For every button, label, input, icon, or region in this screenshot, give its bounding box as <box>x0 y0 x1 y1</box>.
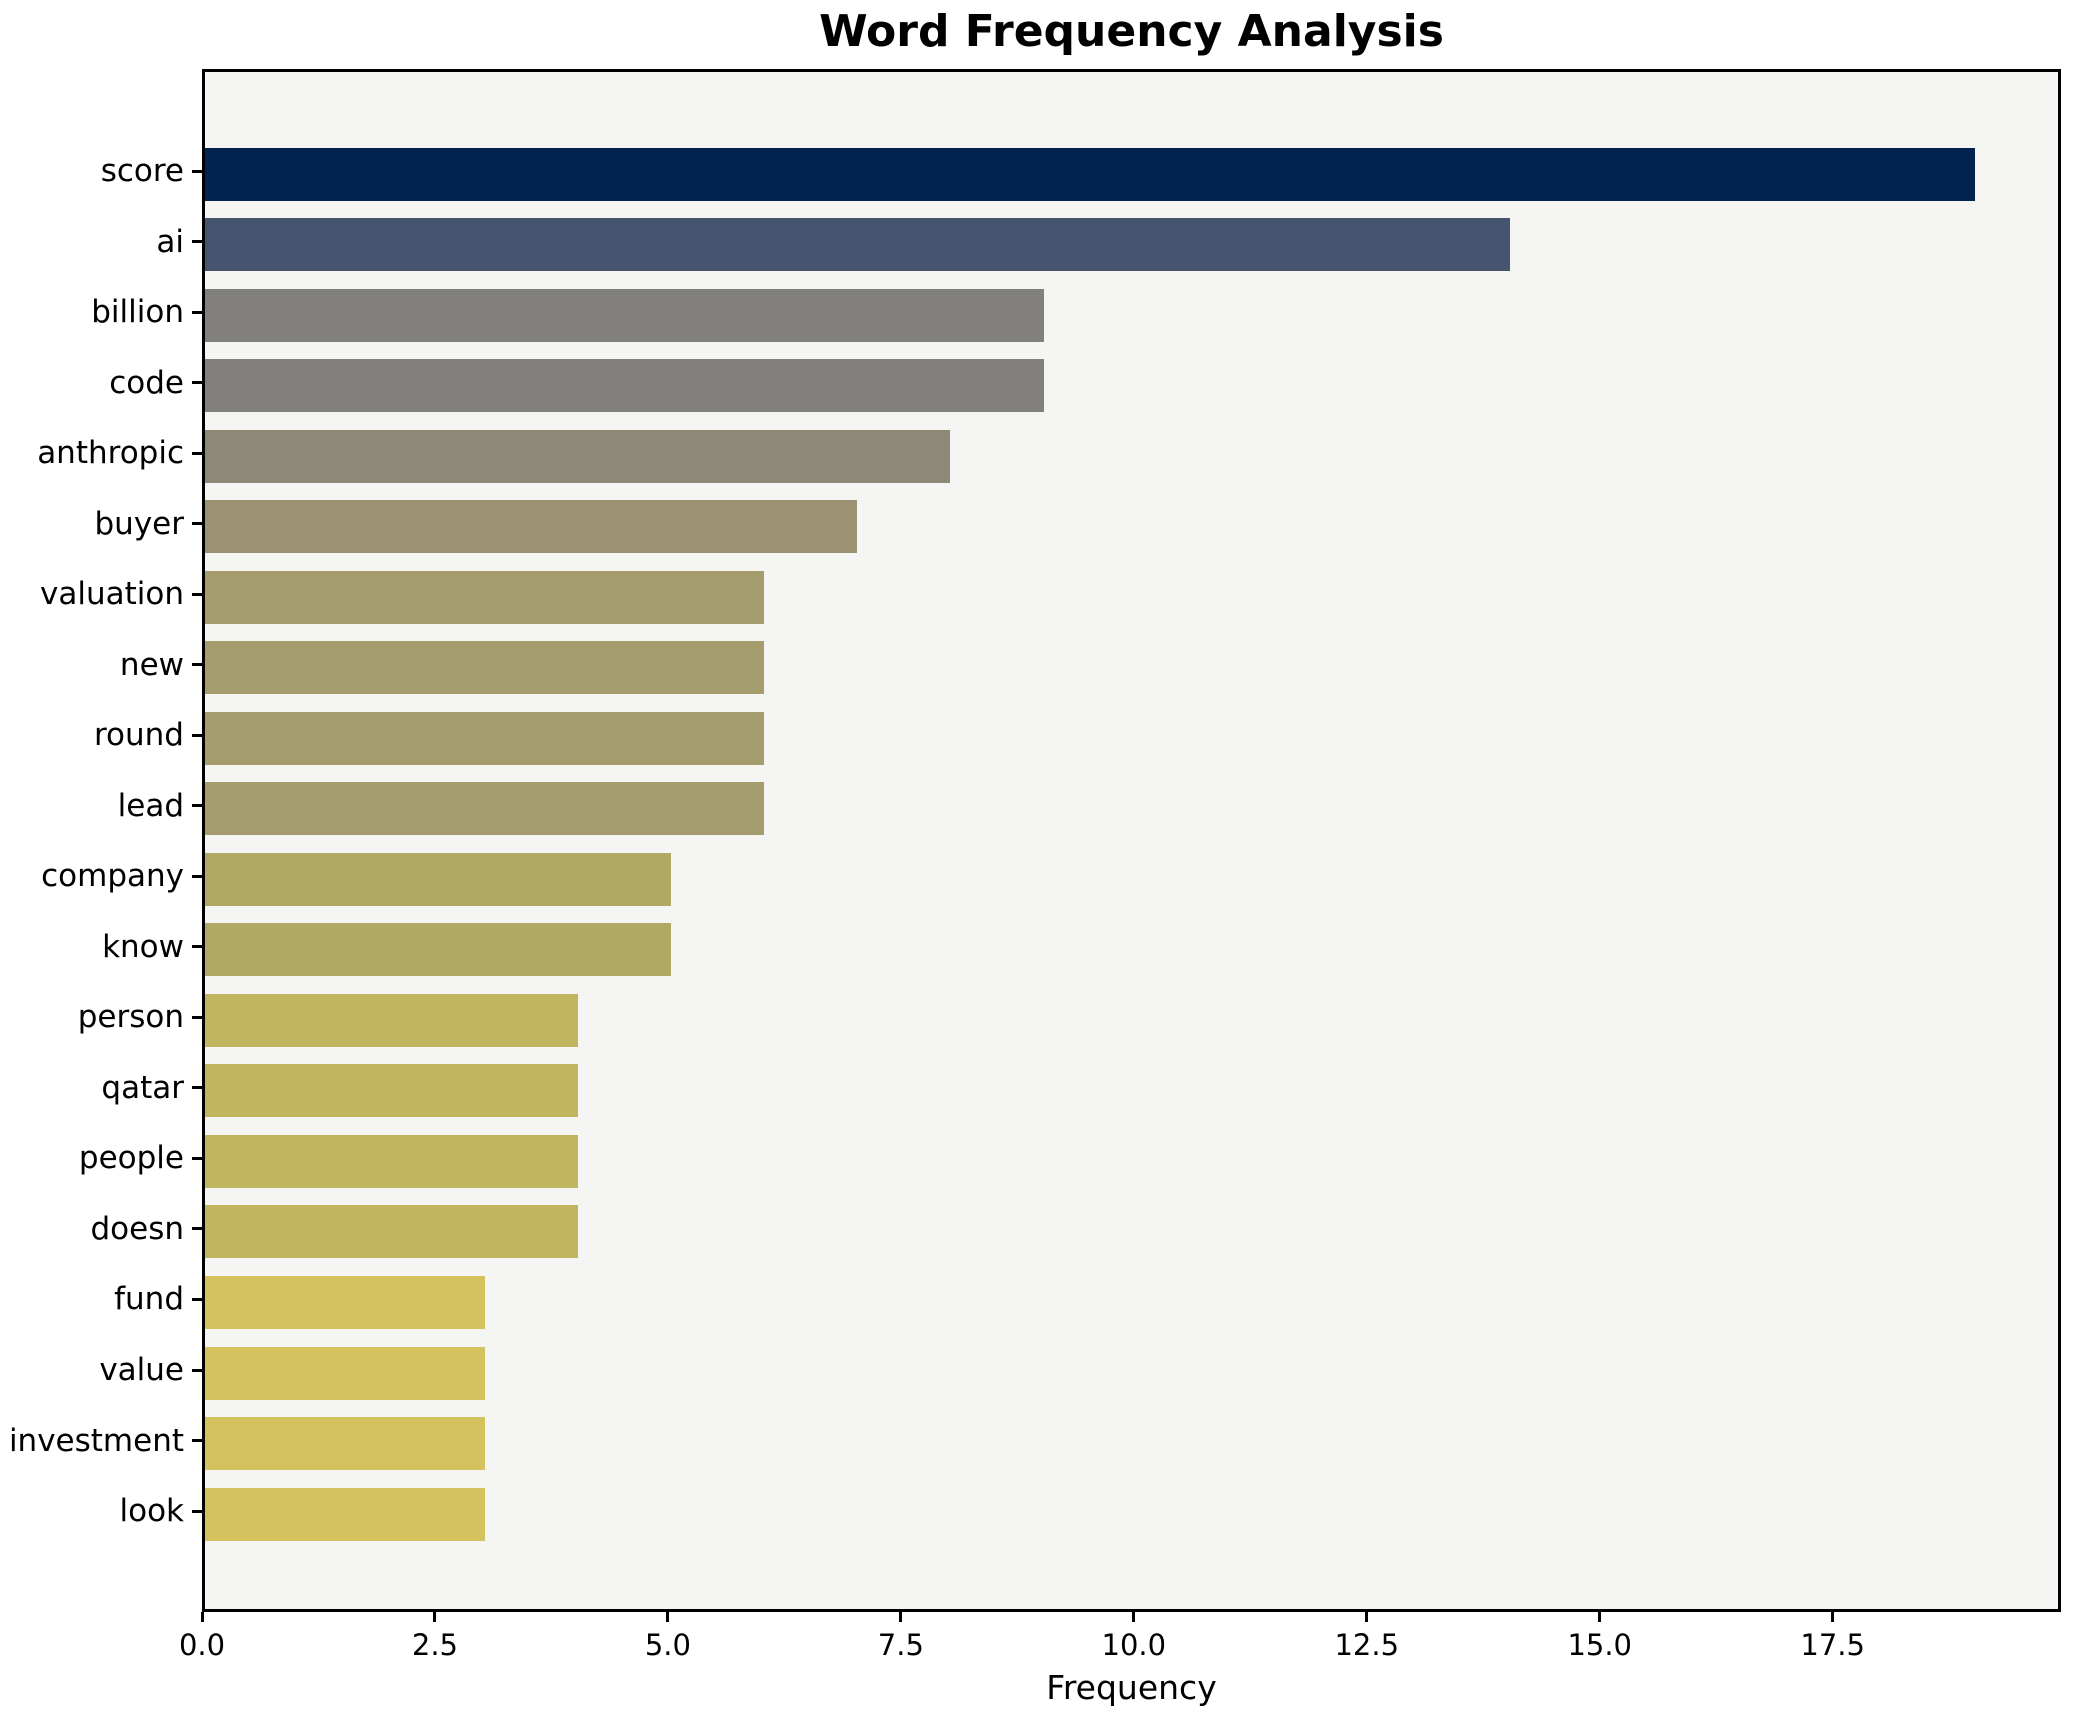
y-tick-mark <box>192 240 202 244</box>
y-tick-mark <box>192 169 202 173</box>
category-label-qatar: qatar <box>101 1069 184 1106</box>
x-tick-label: 7.5 <box>877 1628 924 1662</box>
x-tick-label: 12.5 <box>1334 1628 1400 1662</box>
y-tick-mark <box>192 1439 202 1443</box>
x-tick-mark <box>1365 1612 1369 1622</box>
bar-ai <box>205 218 1510 272</box>
y-tick-mark <box>192 1015 202 1019</box>
category-label-anthropic: anthropic <box>37 435 184 472</box>
category-label-person: person <box>77 999 184 1036</box>
bar-investment <box>205 1417 485 1471</box>
bar-new <box>205 641 765 695</box>
category-label-company: company <box>41 858 184 895</box>
x-tick-label: 2.5 <box>411 1628 459 1662</box>
x-axis-label: Frequency <box>1046 1668 1217 1707</box>
y-tick-mark <box>192 1086 202 1090</box>
category-label-ai: ai <box>156 223 184 260</box>
x-tick-mark <box>1132 1612 1136 1622</box>
y-tick-mark <box>192 310 202 314</box>
x-tick-mark <box>899 1612 903 1622</box>
category-label-buyer: buyer <box>94 505 185 542</box>
bar-valuation <box>205 570 765 624</box>
bar-doesn <box>205 1205 578 1259</box>
x-tick-mark <box>1598 1612 1602 1622</box>
category-label-know: know <box>102 928 184 965</box>
category-label-billion: billion <box>91 294 184 331</box>
x-tick-mark <box>433 1612 437 1622</box>
bar-qatar <box>205 1064 578 1118</box>
y-tick-mark <box>192 381 202 385</box>
bar-fund <box>205 1275 485 1329</box>
bar-company <box>205 852 671 906</box>
y-tick-mark <box>192 804 202 808</box>
y-tick-mark <box>192 1368 202 1372</box>
category-label-score: score <box>100 153 184 189</box>
y-tick-mark <box>192 451 202 455</box>
category-label-valuation: valuation <box>40 576 184 613</box>
y-tick-mark <box>192 874 202 878</box>
bar-person <box>205 993 578 1047</box>
y-tick-mark <box>192 945 202 949</box>
category-label-fund: fund <box>114 1281 184 1318</box>
bar-value <box>205 1346 485 1400</box>
y-tick-mark <box>192 733 202 737</box>
category-label-look: look <box>119 1493 185 1530</box>
x-tick-label: 5.0 <box>644 1628 691 1662</box>
y-tick-mark <box>192 663 202 667</box>
bar-anthropic <box>205 429 951 483</box>
chart-title: Word Frequency Analysis <box>819 6 1444 57</box>
bar-code <box>205 359 1044 413</box>
category-label-value: value <box>99 1352 184 1388</box>
bar-lead <box>205 782 765 836</box>
category-label-new: new <box>119 646 184 683</box>
x-tick-mark <box>666 1612 670 1622</box>
bar-billion <box>205 288 1044 342</box>
category-label-code: code <box>109 364 184 401</box>
bar-score <box>205 147 1976 201</box>
y-tick-mark <box>192 522 202 526</box>
x-tick-label: 17.5 <box>1800 1628 1865 1662</box>
y-tick-mark <box>192 592 202 596</box>
category-label-investment: investment <box>8 1422 184 1459</box>
x-tick-mark <box>1831 1612 1835 1622</box>
x-tick-label: 15.0 <box>1567 1628 1633 1662</box>
bar-know <box>205 923 671 977</box>
bar-round <box>205 711 765 765</box>
category-label-round: round <box>93 717 184 754</box>
x-tick-mark <box>200 1612 204 1622</box>
x-tick-label: 0.0 <box>178 1628 226 1662</box>
x-tick-label: 10.0 <box>1101 1628 1167 1662</box>
y-tick-mark <box>192 1509 202 1513</box>
category-label-people: people <box>78 1140 184 1177</box>
bar-buyer <box>205 500 858 554</box>
y-tick-mark <box>192 1156 202 1160</box>
category-label-lead: lead <box>117 787 184 824</box>
y-tick-mark <box>192 1227 202 1231</box>
category-label-doesn: doesn <box>90 1210 184 1247</box>
plot-area <box>202 69 2061 1612</box>
bar-look <box>205 1487 485 1541</box>
bar-people <box>205 1134 578 1188</box>
y-tick-mark <box>192 1297 202 1301</box>
